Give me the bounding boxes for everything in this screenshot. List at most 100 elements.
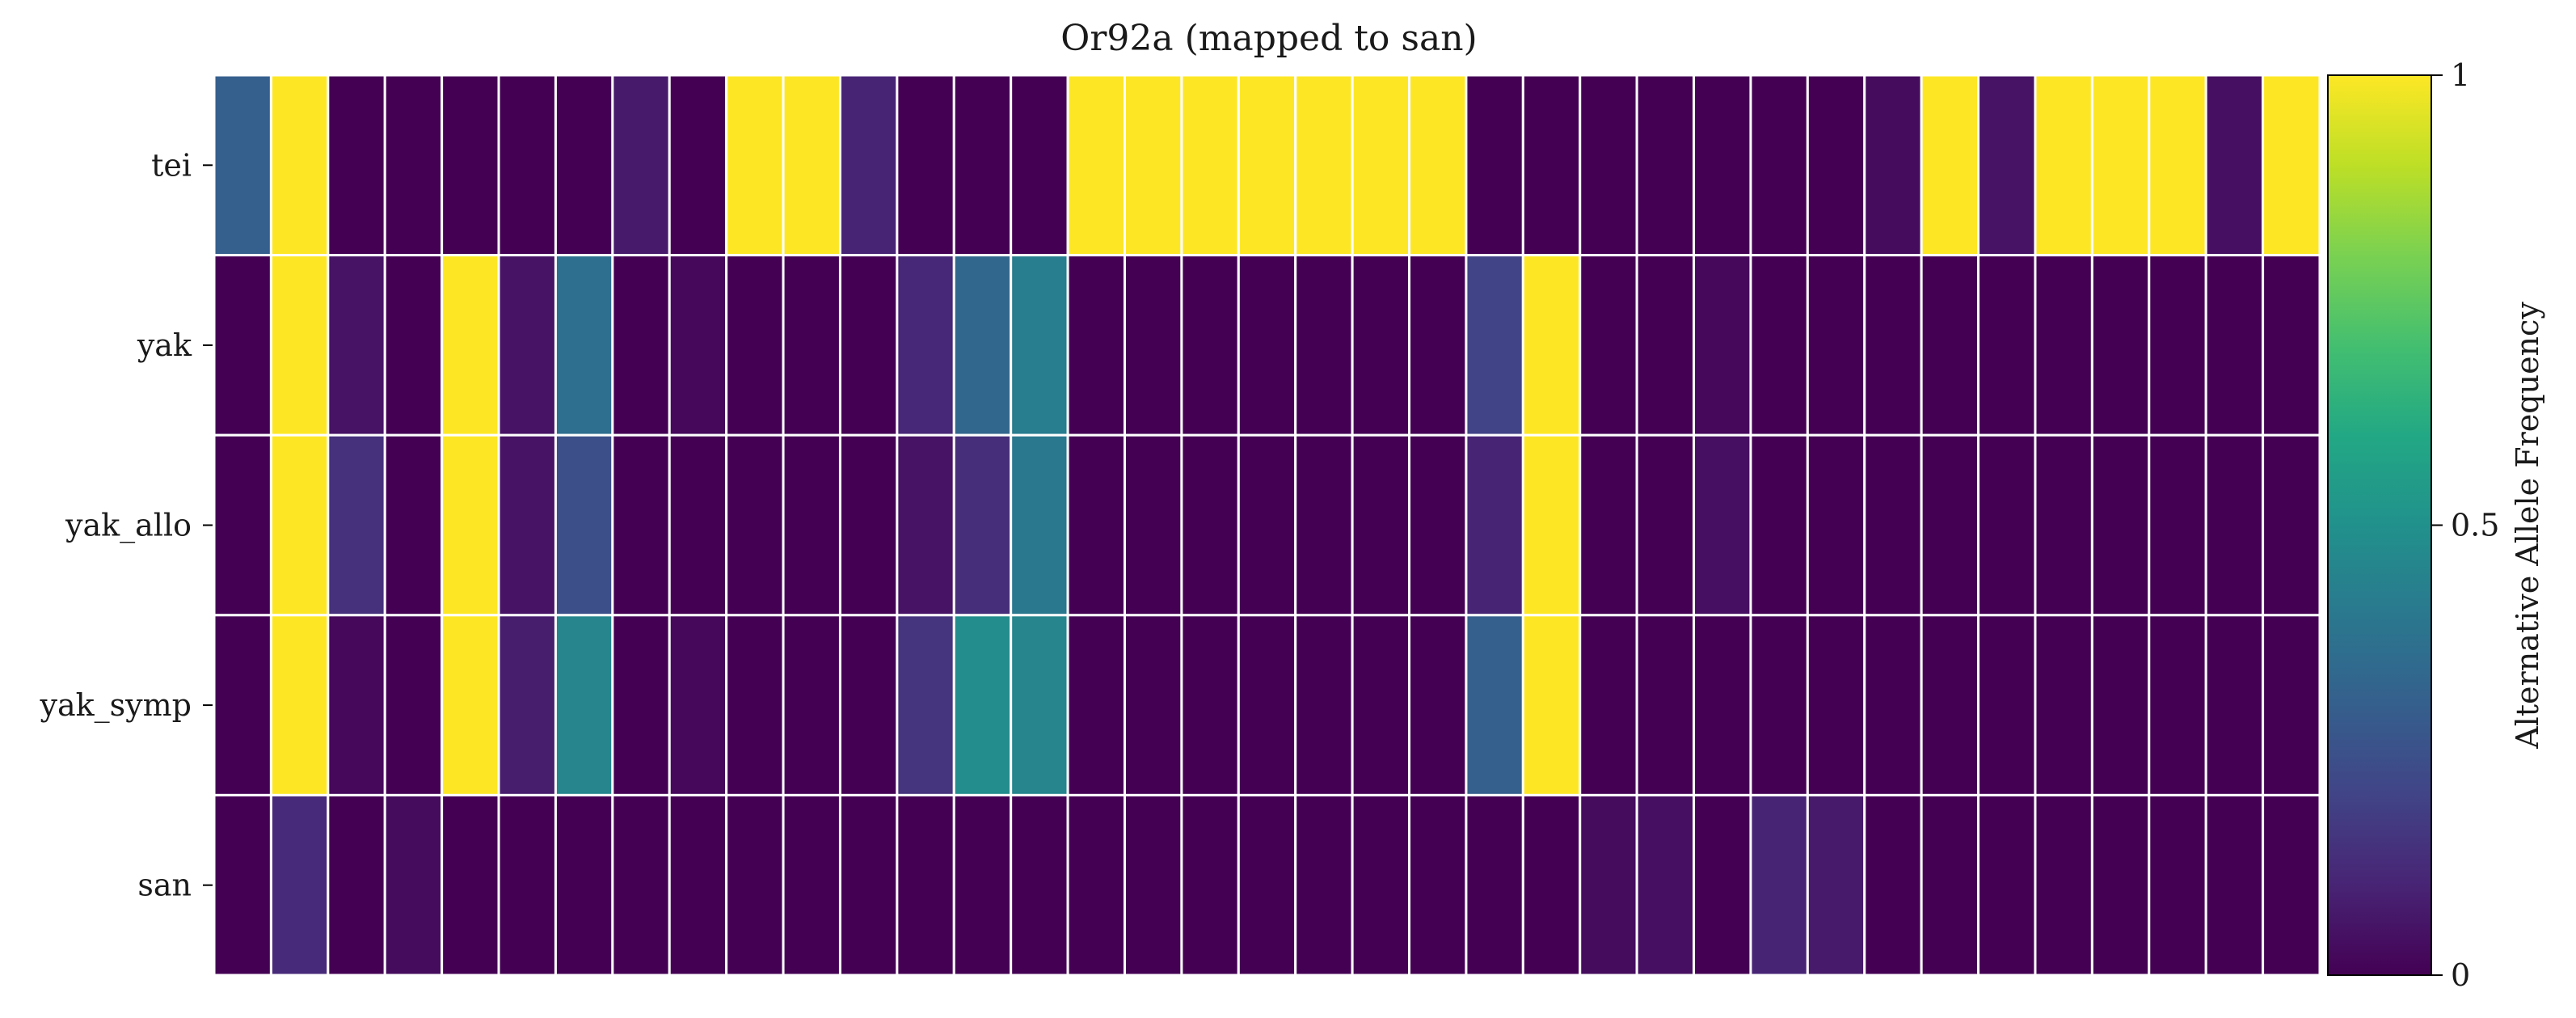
heatmap-cell <box>838 793 899 977</box>
heatmap-cell <box>1066 254 1126 437</box>
heatmap-cell <box>1465 433 1524 617</box>
heatmap-cell <box>2034 614 2093 796</box>
heatmap-cell <box>441 254 500 437</box>
heatmap-cell <box>441 433 500 617</box>
heatmap-cell <box>383 433 444 617</box>
heatmap-cell <box>1749 74 1809 257</box>
chart-title: Or92a (mapped to san) <box>1060 18 1477 59</box>
heatmap-cell <box>1351 793 1411 977</box>
heatmap-cell <box>383 254 444 437</box>
heatmap-cell <box>1920 74 1980 257</box>
heatmap-cell <box>1579 614 1638 796</box>
heatmap-cell <box>2262 74 2321 257</box>
heatmap-cell <box>269 254 330 437</box>
heatmap-cell <box>1237 74 1297 257</box>
heatmap-cell <box>497 614 557 796</box>
heatmap-cell <box>2034 793 2093 977</box>
heatmap-cell <box>1294 254 1354 437</box>
heatmap-cell <box>668 793 728 977</box>
heatmap-cell <box>1806 254 1866 437</box>
heatmap-cell <box>1465 614 1524 796</box>
heatmap-cell <box>1977 254 2037 437</box>
row-tick-label: yak <box>137 327 192 363</box>
colorbar-gradient <box>2328 75 2431 975</box>
heatmap-cell <box>1123 74 1183 257</box>
heatmap-cell <box>1010 793 1069 977</box>
heatmap-cell <box>1123 614 1183 796</box>
heatmap-cell <box>497 433 557 617</box>
heatmap-cell <box>1408 614 1468 796</box>
heatmap-cell <box>1237 614 1297 796</box>
heatmap-cell <box>2034 74 2093 257</box>
heatmap-cell <box>838 614 899 796</box>
heatmap-cell <box>1977 793 2037 977</box>
heatmap-cell <box>497 254 557 437</box>
heatmap-cell <box>1579 74 1638 257</box>
heatmap-cell <box>1465 793 1524 977</box>
heatmap-cell <box>2148 254 2207 437</box>
heatmap-cell <box>1863 74 1923 257</box>
heatmap-cell <box>1863 433 1923 617</box>
heatmap-cell <box>1180 433 1240 617</box>
colorbar-ticks: 00.51 <box>2431 57 2499 993</box>
heatmap-cell <box>725 614 785 796</box>
colorbar: 00.51 Alternative Allele Frequency <box>2327 57 2545 993</box>
heatmap-cells <box>213 74 2321 977</box>
heatmap-cell <box>1351 254 1411 437</box>
heatmap-cell <box>896 74 955 257</box>
heatmap-cell <box>725 433 785 617</box>
heatmap-cell <box>1863 793 1923 977</box>
heatmap-cell <box>1635 254 1696 437</box>
heatmap-cell <box>725 793 785 977</box>
heatmap-cell <box>554 74 614 257</box>
heatmap-cell <box>2148 614 2207 796</box>
heatmap-cell <box>2090 74 2151 257</box>
heatmap-cell <box>269 614 330 796</box>
heatmap-cell <box>1180 793 1240 977</box>
heatmap-cell <box>1977 433 2037 617</box>
colorbar-tick-label: 0.5 <box>2451 508 2499 543</box>
heatmap-cell <box>441 793 500 977</box>
colorbar-tick-label: 1 <box>2451 57 2470 93</box>
heatmap-cell <box>497 74 557 257</box>
heatmap-cell <box>838 254 899 437</box>
row-tick-label: yak_symp <box>40 687 192 724</box>
heatmap-cell <box>2262 793 2321 977</box>
heatmap-cell <box>1920 793 1980 977</box>
row-tick-label: san <box>137 868 192 903</box>
heatmap-cell <box>1294 614 1354 796</box>
heatmap-cell <box>1465 254 1524 437</box>
heatmap-cell <box>1294 74 1354 257</box>
heatmap-cell <box>668 254 728 437</box>
heatmap-cell <box>1749 254 1809 437</box>
heatmap-cell <box>1920 254 1980 437</box>
heatmap-cell <box>213 254 272 437</box>
heatmap-cell <box>1408 254 1468 437</box>
heatmap-cell <box>327 433 386 617</box>
heatmap-cell <box>1180 614 1240 796</box>
heatmap-cell <box>952 793 1013 977</box>
heatmap-cell <box>1693 74 1752 257</box>
heatmap-cell <box>1521 614 1582 796</box>
heatmap-cell <box>2204 614 2265 796</box>
heatmap-cell <box>1693 254 1752 437</box>
heatmap-cell <box>1066 793 1126 977</box>
heatmap-cell <box>896 614 955 796</box>
heatmap-cell <box>725 254 785 437</box>
heatmap-cell <box>1351 433 1411 617</box>
heatmap-cell <box>327 254 386 437</box>
heatmap-cell <box>782 254 841 437</box>
heatmap-cell <box>554 614 614 796</box>
heatmap-cell <box>1863 254 1923 437</box>
heatmap-cell <box>1635 433 1696 617</box>
heatmap-cell <box>1010 433 1069 617</box>
heatmap-cell <box>1010 254 1069 437</box>
heatmap-cell <box>1123 254 1183 437</box>
heatmap-cell <box>1977 74 2037 257</box>
heatmap-cell <box>668 614 728 796</box>
heatmap-cell <box>2262 254 2321 437</box>
heatmap-cell <box>269 74 330 257</box>
heatmap-cell <box>1066 74 1126 257</box>
heatmap-cell <box>1294 433 1354 617</box>
